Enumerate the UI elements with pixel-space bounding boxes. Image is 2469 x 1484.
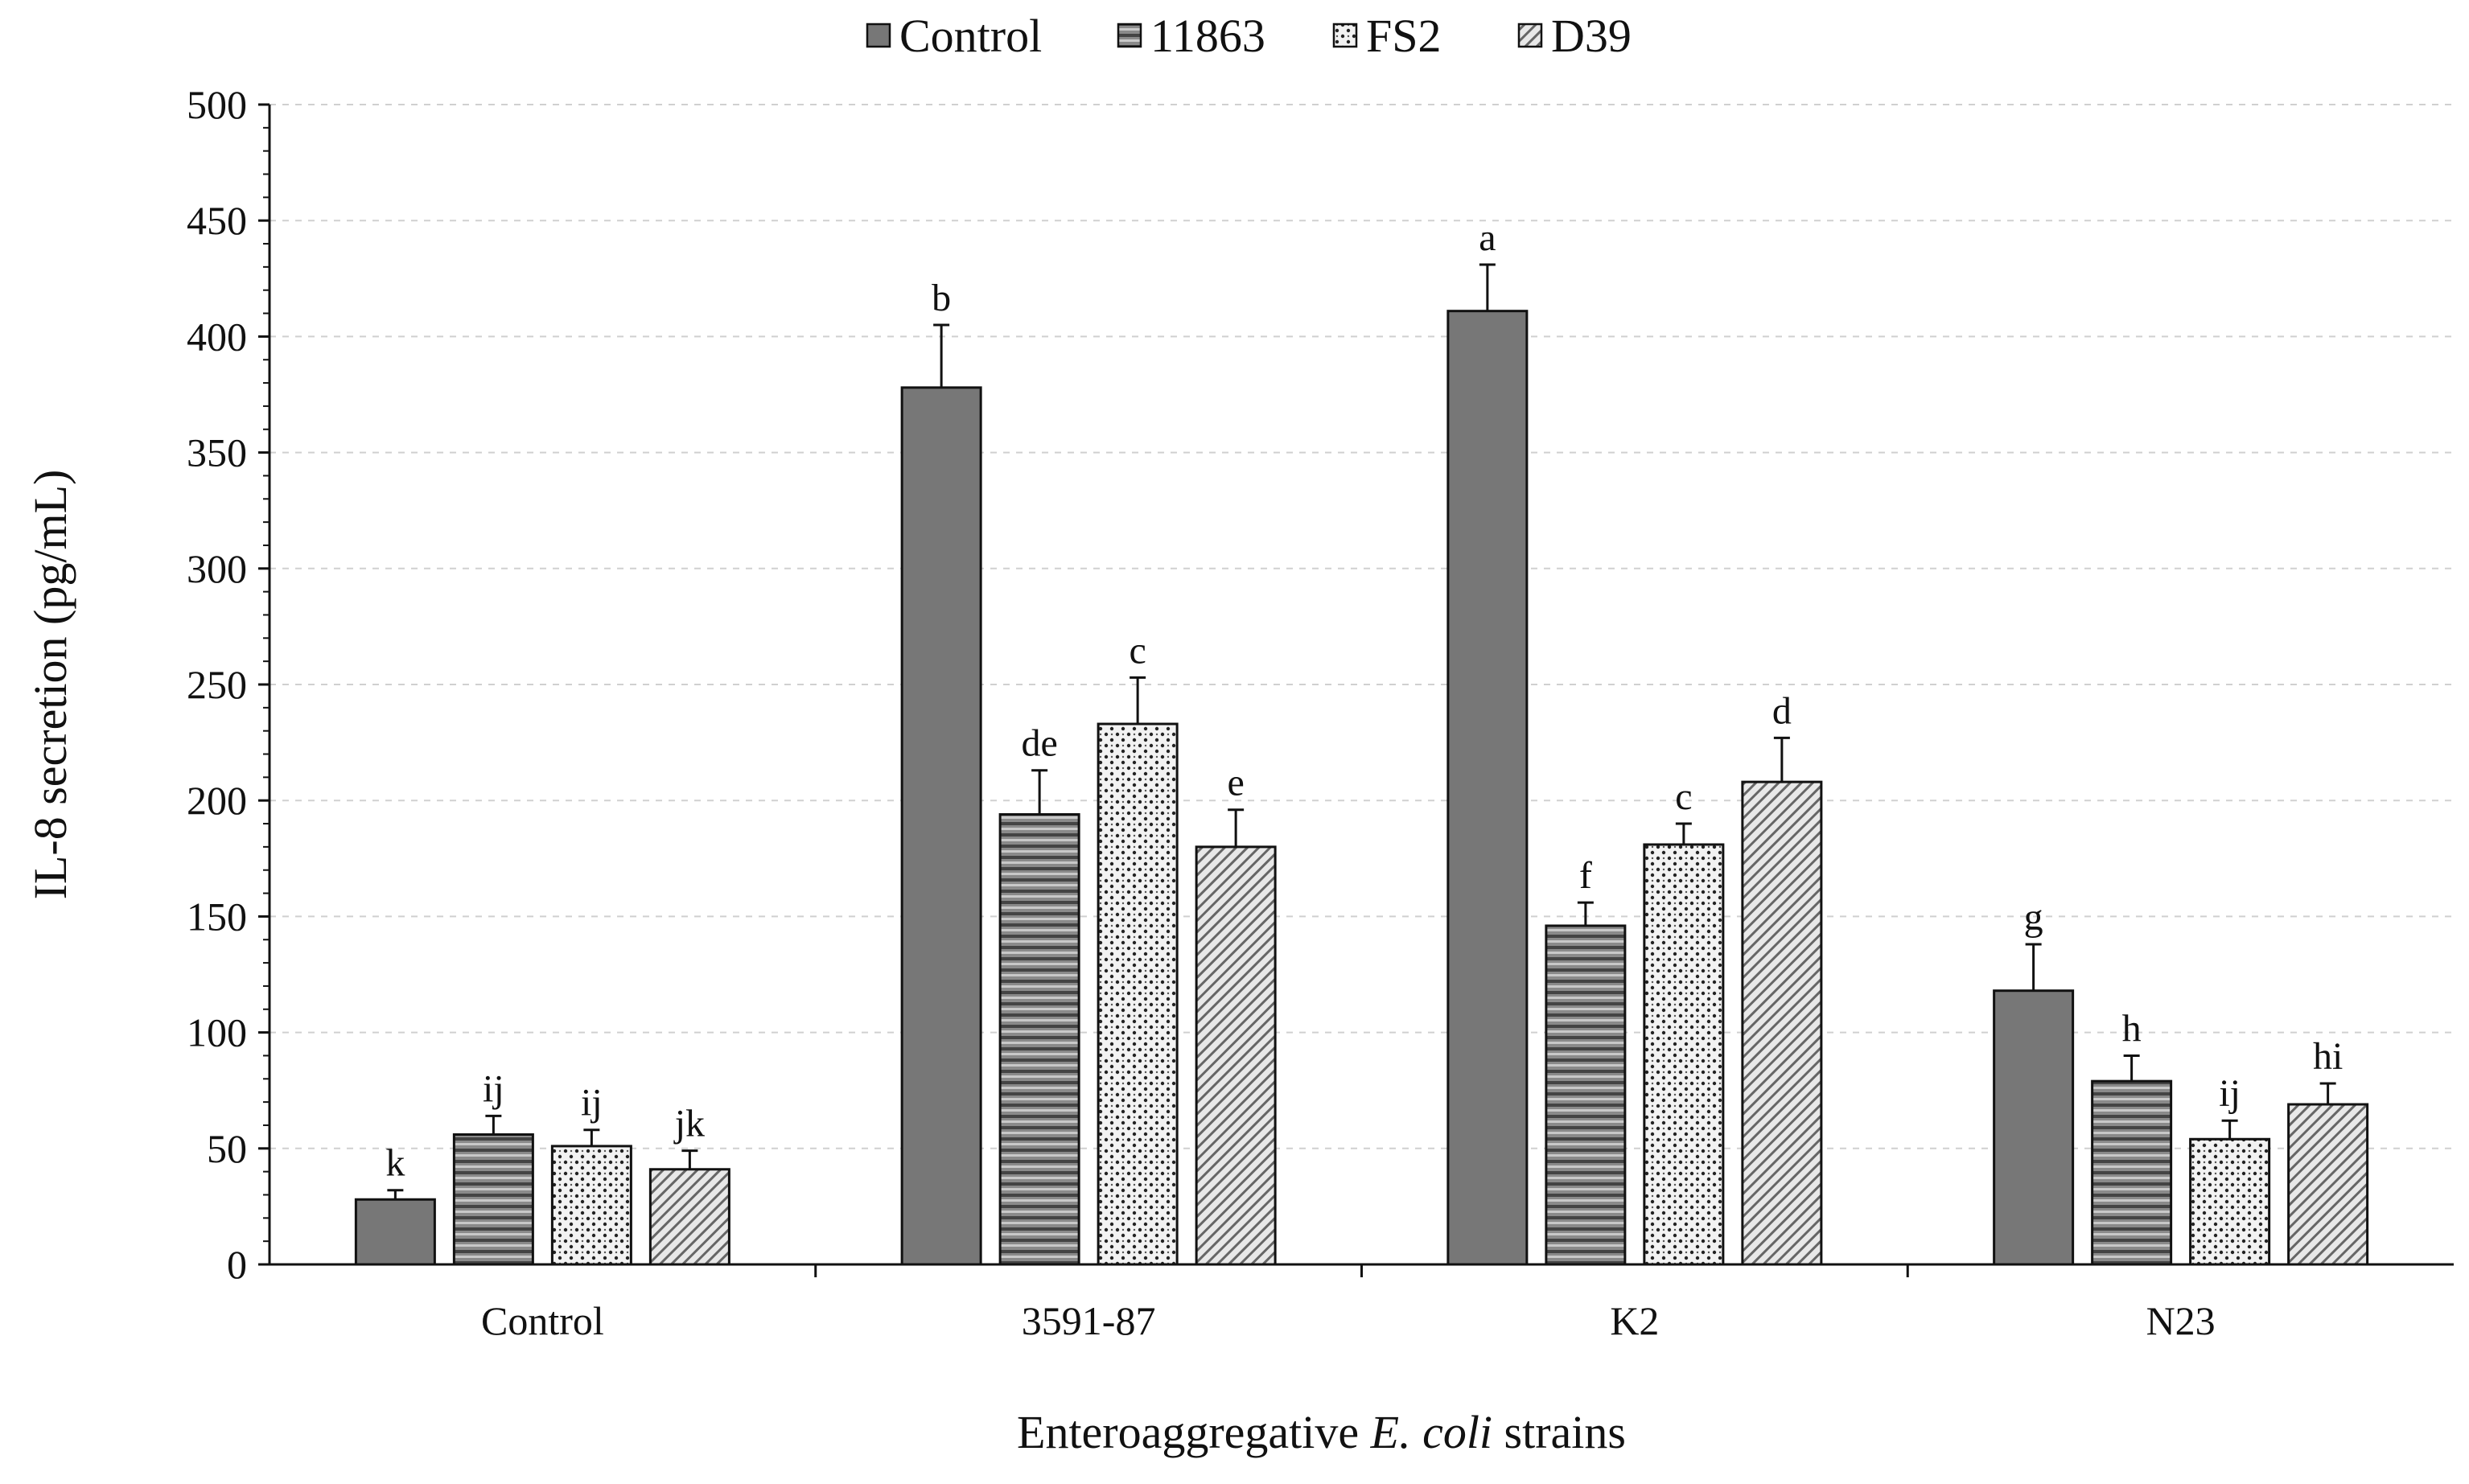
x-tick-label: N23 (2146, 1298, 2216, 1343)
bar (2287, 1103, 2369, 1266)
x-tick-label: 3591-87 (1022, 1298, 1156, 1343)
x-axis-title-suffix: strains (1492, 1406, 1626, 1458)
bar (900, 386, 982, 1266)
y-tick-label: 450 (187, 198, 247, 243)
bar (2189, 1137, 2271, 1266)
bar (452, 1133, 534, 1266)
significance-label: b (932, 277, 951, 319)
bar (1643, 843, 1725, 1266)
bar (648, 1168, 730, 1266)
axis-labels: 0 50 100 150 200 250 300 350 400 450 500 Control 359… (24, 82, 2216, 1458)
legend-swatch (866, 23, 891, 48)
legend-label: Control (899, 10, 1042, 62)
x-axis-title-prefix: Enteroaggregative (1017, 1406, 1371, 1458)
x-tick-label: K2 (1610, 1298, 1659, 1343)
significance-label: g (2024, 896, 2043, 939)
legend-swatch (1117, 23, 1142, 48)
y-tick-label: 500 (187, 82, 247, 127)
legend: Control 11863 FS2 D39 (866, 10, 1632, 62)
y-tick-label: 400 (187, 314, 247, 359)
bar (1446, 310, 1529, 1266)
significance-label: h (2122, 1007, 2142, 1050)
bars: k ij ij jk b de c e a f c d g h ij hi (354, 216, 2369, 1266)
bar (998, 813, 1080, 1266)
significance-label: d (1772, 689, 1792, 732)
bar (354, 1198, 436, 1266)
significance-label: de (1021, 722, 1057, 765)
bar (1195, 845, 1277, 1266)
bar (1993, 989, 2075, 1266)
significance-label: c (1675, 775, 1692, 818)
y-tick-label: 100 (187, 1010, 247, 1055)
significance-label: jk (673, 1103, 705, 1145)
bar (2091, 1079, 2173, 1266)
x-axis-title-italic: E. coli (1370, 1406, 1492, 1458)
significance-label: ij (581, 1082, 603, 1124)
y-tick-label: 300 (187, 546, 247, 591)
significance-label: ij (2219, 1072, 2241, 1115)
y-tick-label: 200 (187, 778, 247, 823)
x-tick-label: Control (481, 1298, 604, 1343)
significance-label: hi (2313, 1035, 2343, 1078)
y-tick-label: 250 (187, 662, 247, 707)
bar (550, 1145, 632, 1266)
y-tick-label: 50 (207, 1126, 247, 1171)
legend-swatch (1517, 23, 1543, 48)
significance-label: e (1227, 762, 1244, 804)
significance-label: k (385, 1142, 405, 1185)
y-tick-label: 150 (187, 894, 247, 939)
y-tick-label: 350 (187, 430, 247, 475)
legend-label: FS2 (1366, 10, 1442, 62)
bar (1545, 924, 1627, 1266)
y-tick-label: 0 (227, 1242, 247, 1287)
significance-label: f (1579, 854, 1592, 897)
axes (258, 103, 2454, 1277)
significance-label: a (1479, 216, 1496, 259)
legend-label: D39 (1551, 10, 1632, 62)
bar (1741, 780, 1823, 1266)
significance-label: ij (483, 1067, 504, 1110)
significance-label: c (1129, 629, 1146, 672)
legend-swatch (1332, 23, 1358, 48)
gridlines (270, 104, 2454, 1149)
x-axis-title: Enteroaggregative E. coli strains (1017, 1406, 1626, 1458)
y-axis-title: IL-8 secretion (pg/mL) (24, 470, 76, 900)
legend-label: 11863 (1150, 10, 1265, 62)
bar (1097, 722, 1179, 1266)
